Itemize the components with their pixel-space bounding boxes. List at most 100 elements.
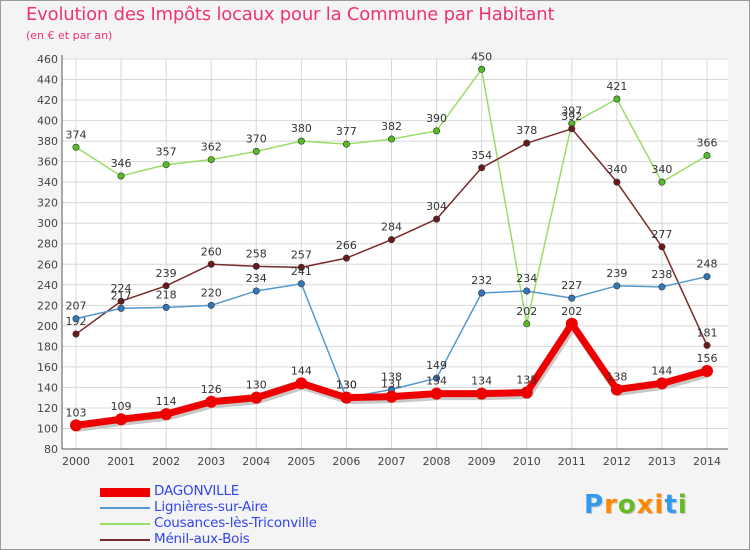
data-point [523,320,531,328]
x-tick-label: 2008 [423,455,451,468]
data-point [658,178,666,186]
data-label: 248 [697,258,718,271]
proxiti-logo: Proxiti [584,490,688,520]
series-DAGONVILLE: 103 109 114 126 130 144 130 131 134 134 135 202 138 1… [66,305,718,432]
data-point [475,387,488,400]
data-point [70,419,82,432]
y-tick-label: 240 [37,279,58,292]
data-point [703,151,711,159]
data-label: 397 [561,105,582,118]
data-label: 354 [471,149,492,162]
data-label: 126 [201,383,222,396]
data-point [520,386,533,399]
data-point [160,408,173,421]
data-label: 378 [516,124,537,137]
data-point [72,330,80,338]
data-label: 232 [471,274,492,287]
data-label: 340 [606,163,627,176]
data-label: 346 [111,157,132,170]
logo-letter: P [584,490,605,520]
legend-label: Ménil-aux-Bois [154,531,250,547]
data-point [701,365,713,377]
data-point [568,294,576,302]
data-point [565,317,578,330]
data-label: 207 [66,300,87,313]
data-label: 218 [156,288,177,301]
data-point [478,289,486,297]
data-point [433,374,441,382]
y-tick-label: 120 [37,402,58,415]
data-label: 266 [336,239,357,252]
data-label: 239 [606,267,627,280]
data-point [117,172,125,180]
data-label: 202 [516,305,537,318]
legend-swatch [100,539,150,541]
data-point [117,304,125,312]
data-point [342,254,350,262]
data-label: 260 [201,245,222,258]
chart-subtitle: (en € et par an) [26,29,113,42]
data-point [387,135,395,143]
data-label: 392 [561,110,582,123]
data-label: 380 [291,122,312,135]
data-label: 340 [651,163,672,176]
data-label: 284 [381,221,402,234]
data-point [568,125,576,133]
data-point [703,273,711,281]
data-label: 130 [336,379,357,392]
legend-item: Cousances-lès-Triconville [100,515,400,532]
data-label: 374 [66,128,87,141]
data-label: 366 [697,136,718,149]
data-label: 109 [111,400,132,413]
y-tick-label: 360 [37,156,58,169]
data-label: 134 [426,375,447,388]
data-point [297,263,305,271]
data-label: 224 [111,282,132,295]
x-tick-label: 2003 [197,455,225,468]
logo-letter: t [664,490,678,520]
data-label: 450 [471,50,492,63]
logo-letter: x [636,490,655,520]
data-label: 241 [291,265,312,278]
legend-label: Lignières-sur-Aire [154,499,268,515]
legend-swatch [100,507,150,509]
series-Lignières-sur-Aire: 207 217 218 220 234 241 130 138 149 232 234 227 239 2… [66,258,718,402]
data-label: 138 [606,370,627,383]
data-label: 362 [201,141,222,154]
data-point [252,287,260,295]
data-point [430,387,443,400]
data-label: 238 [651,268,672,281]
x-tick-label: 2004 [242,455,270,468]
data-label: 234 [516,272,537,285]
data-point [342,140,350,148]
data-point [207,156,215,164]
data-point [385,390,398,403]
y-tick-label: 300 [37,217,58,230]
data-label: 421 [606,80,627,93]
data-point [297,137,305,145]
y-tick-label: 400 [37,115,58,128]
data-label: 220 [201,286,222,299]
data-point [613,95,621,103]
x-tick-label: 2007 [378,455,406,468]
data-point [207,260,215,268]
data-point [523,139,531,147]
data-label: 277 [651,228,672,241]
data-label: 149 [426,359,447,372]
y-tick-label: 280 [37,238,58,251]
data-label: 202 [561,305,582,318]
y-tick-label: 320 [37,197,58,210]
data-label: 257 [291,248,312,261]
data-label: 181 [697,326,718,339]
x-tick-label: 2014 [693,455,721,468]
y-tick-label: 260 [37,258,58,271]
data-point [433,215,441,223]
y-tick-label: 440 [37,74,58,87]
logo-letter: i [654,490,665,520]
data-point [658,243,666,251]
legend-label: Cousances-lès-Triconville [154,515,317,531]
legend-item: DAGONVILLE [100,483,400,500]
y-tick-label: 340 [37,176,58,189]
data-label: 258 [246,247,267,260]
x-tick-label: 2005 [287,455,315,468]
